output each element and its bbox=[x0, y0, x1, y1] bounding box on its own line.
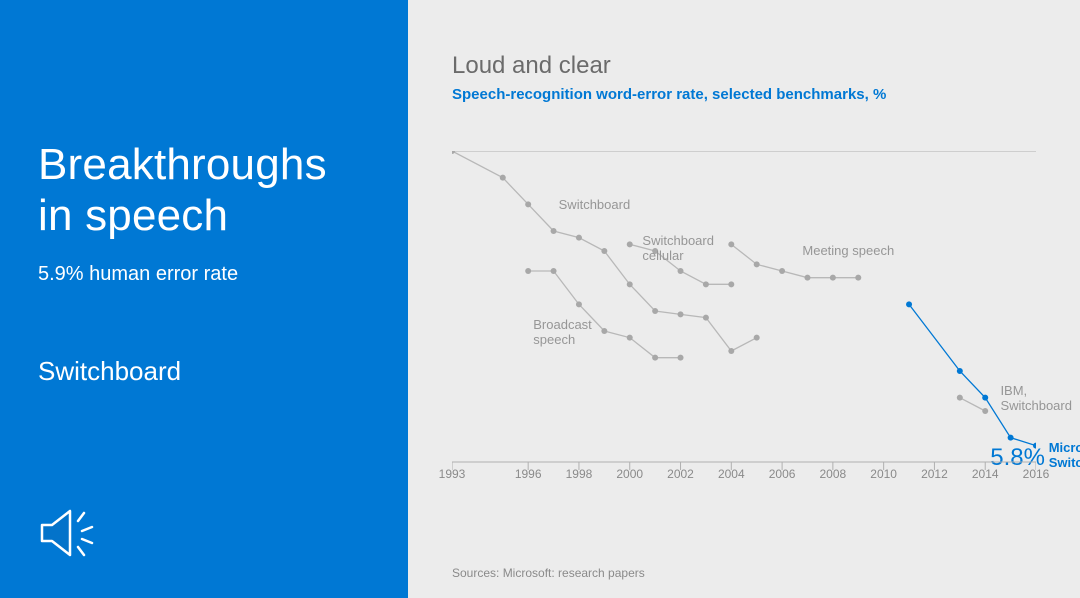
x-axis: 1993199619982000200220042006200820102012… bbox=[452, 461, 1036, 483]
x-tick: 2008 bbox=[820, 467, 847, 481]
series-label: Broadcastspeech bbox=[533, 318, 592, 348]
x-tick: 2012 bbox=[921, 467, 948, 481]
x-tick: 2000 bbox=[616, 467, 643, 481]
series-label: Meeting speech bbox=[802, 244, 894, 259]
series-label: Switchboard bbox=[559, 198, 631, 213]
chart-sources: Sources: Microsoft: research papers bbox=[452, 566, 645, 580]
x-tick: 2010 bbox=[870, 467, 897, 481]
x-tick: 1996 bbox=[515, 467, 542, 481]
x-tick: 2016 bbox=[1023, 467, 1050, 481]
x-tick: 2006 bbox=[769, 467, 796, 481]
x-tick: 2002 bbox=[667, 467, 694, 481]
title-line-1: Breakthroughs bbox=[38, 140, 327, 189]
x-tick: 2014 bbox=[972, 467, 999, 481]
slide-title: Breakthroughs in speech bbox=[38, 140, 370, 241]
right-panel: Loud and clear Speech-recognition word-e… bbox=[408, 0, 1080, 598]
speaker-icon[interactable] bbox=[36, 501, 108, 570]
chart: Switchboard Broadcastspeech Switchboardcel… bbox=[452, 151, 1036, 511]
series-label: Switchboardcellular bbox=[642, 234, 714, 264]
series-label: IBM,Switchboard bbox=[1000, 384, 1072, 414]
title-line-2: in speech bbox=[38, 191, 228, 240]
slide-subtitle: 5.9% human error rate bbox=[38, 263, 370, 286]
section-label: Switchboard bbox=[38, 356, 370, 387]
series-label: Microsoft,Switchboard bbox=[1049, 441, 1080, 471]
x-tick: 1993 bbox=[439, 467, 466, 481]
x-tick: 1998 bbox=[566, 467, 593, 481]
left-panel: Breakthroughs in speech 5.9% human error… bbox=[0, 0, 408, 598]
chart-title: Loud and clear bbox=[452, 52, 1036, 80]
x-tick-labels: 1993199619982000200220042006200820102012… bbox=[452, 467, 1036, 483]
slide: Breakthroughs in speech 5.9% human error… bbox=[0, 0, 1080, 598]
chart-subtitle: Speech-recognition word-error rate, sele… bbox=[452, 86, 1036, 103]
x-tick: 2004 bbox=[718, 467, 745, 481]
